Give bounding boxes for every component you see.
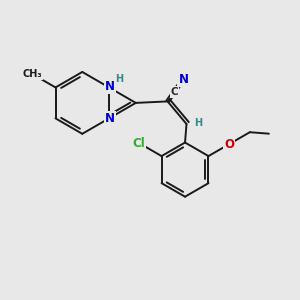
Text: CH₃: CH₃ bbox=[23, 69, 42, 79]
Text: N: N bbox=[105, 112, 115, 125]
Text: O: O bbox=[224, 138, 234, 151]
Text: N: N bbox=[105, 80, 115, 93]
Text: Cl: Cl bbox=[133, 136, 146, 150]
Text: N: N bbox=[178, 73, 188, 86]
Text: H: H bbox=[115, 74, 123, 84]
Text: C: C bbox=[170, 87, 178, 97]
Text: H: H bbox=[194, 118, 202, 128]
